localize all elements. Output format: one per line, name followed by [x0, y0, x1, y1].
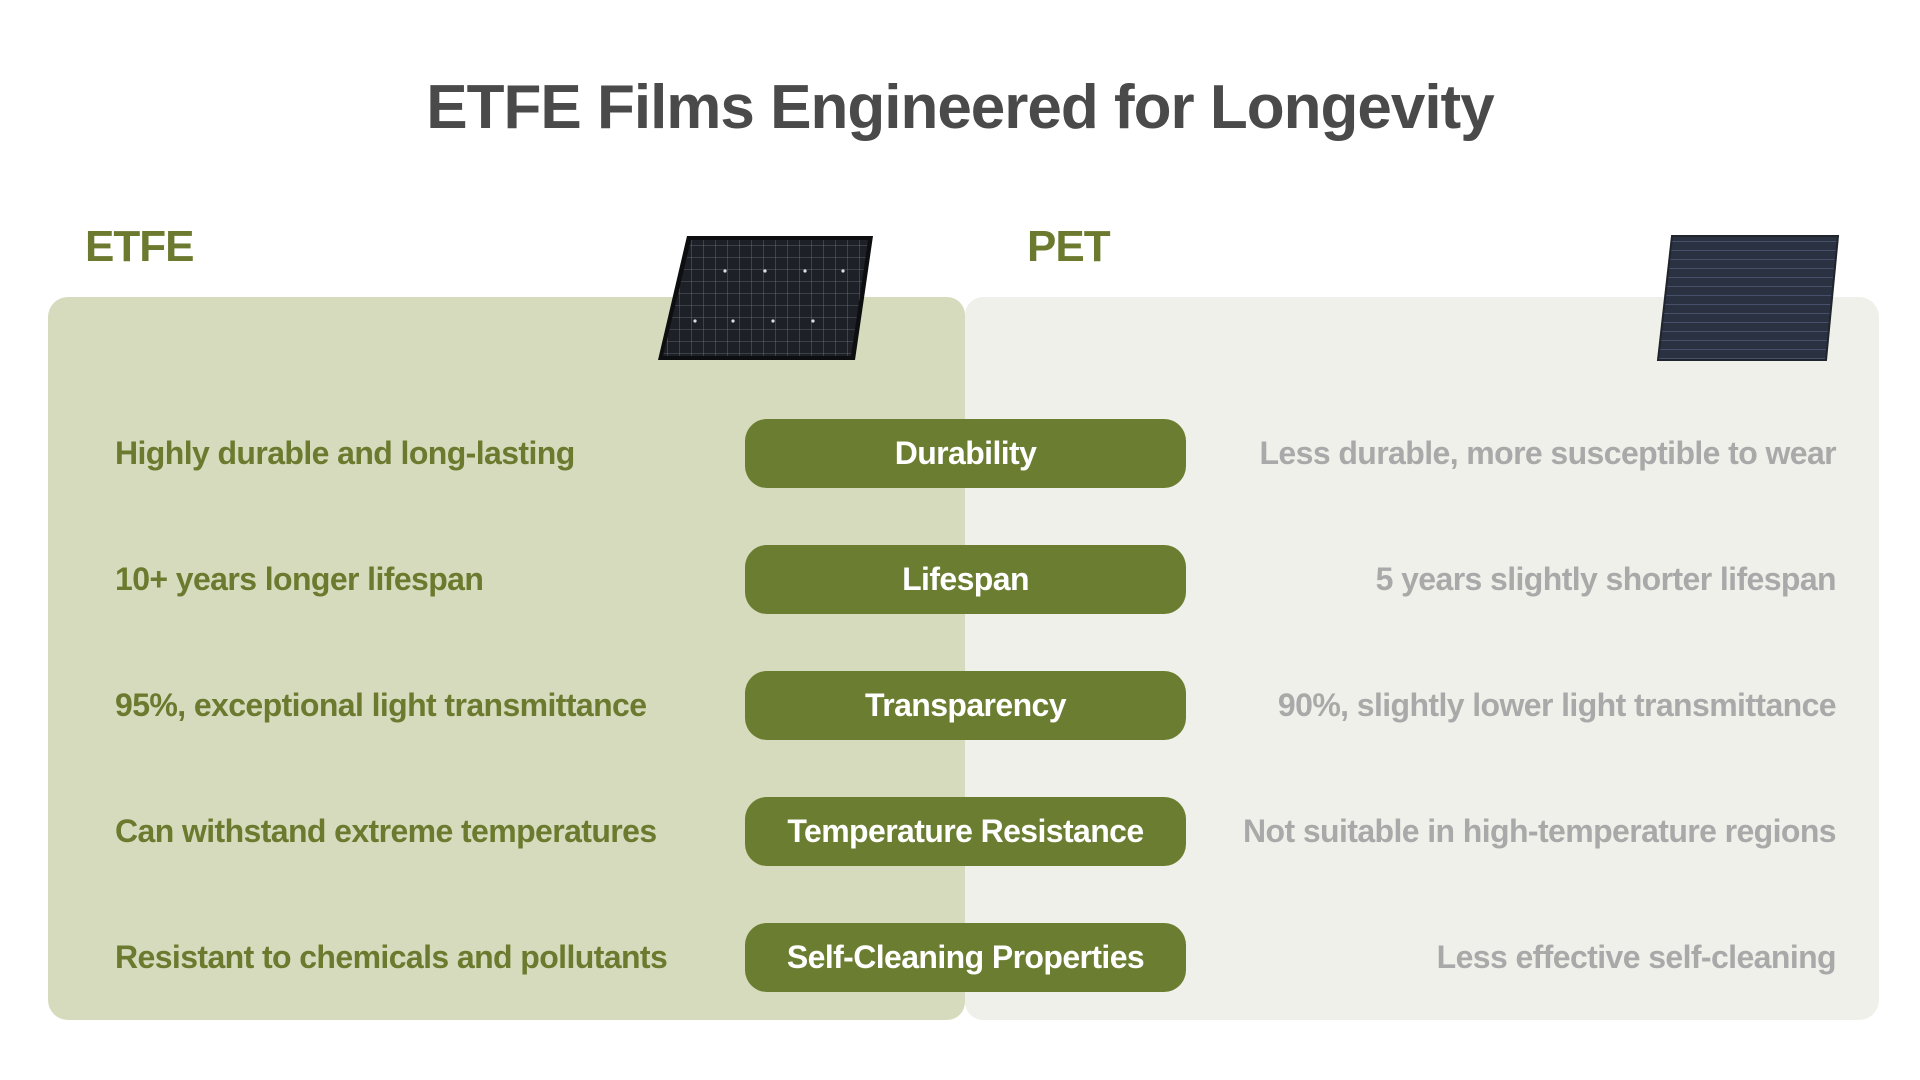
solar-panel-striped-icon [1656, 235, 1840, 361]
pet-description: Not suitable in high-temperature regions [1243, 813, 1837, 849]
pet-description: 90%, slightly lower light transmittance [1277, 687, 1837, 723]
pet-heading: PET [1027, 222, 1111, 271]
etfe-description: Can withstand extreme temperatures [115, 813, 657, 849]
pet-description: Less durable, more susceptible to wear [1259, 435, 1836, 471]
etfe-description: 95%, exceptional light transmittance [115, 687, 647, 723]
pet-panel [965, 297, 1879, 1020]
feature-pill: Self-Cleaning Properties [745, 923, 1186, 992]
feature-pill: Temperature Resistance [745, 797, 1186, 866]
pet-description: Less effective self-cleaning [1436, 939, 1837, 975]
comparison-row: Highly durable and long-lasting Durabilit… [0, 419, 1920, 488]
comparison-row: 10+ years longer lifespan Lifespan 5 years… [0, 545, 1920, 614]
solar-panel-grid-icon [658, 236, 873, 360]
etfe-panel [48, 297, 965, 1020]
feature-pill: Durability [745, 419, 1186, 488]
etfe-description: Resistant to chemicals and pollutants [115, 939, 668, 975]
etfe-heading: ETFE [85, 222, 194, 271]
etfe-description: Highly durable and long-lasting [115, 435, 575, 471]
comparison-row: Can withstand extreme temperatures Temper… [0, 797, 1920, 866]
page-title: ETFE Films Engineered for Longevity [426, 73, 1494, 142]
feature-pill: Lifespan [745, 545, 1186, 614]
comparison-row: 95%, exceptional light transmittance Tran… [0, 671, 1920, 740]
pet-description: 5 years slightly shorter lifespan [1375, 561, 1837, 597]
etfe-description: 10+ years longer lifespan [115, 561, 484, 597]
feature-pill: Transparency [745, 671, 1186, 740]
comparison-row: Resistant to chemicals and pollutants Sel… [0, 923, 1920, 992]
